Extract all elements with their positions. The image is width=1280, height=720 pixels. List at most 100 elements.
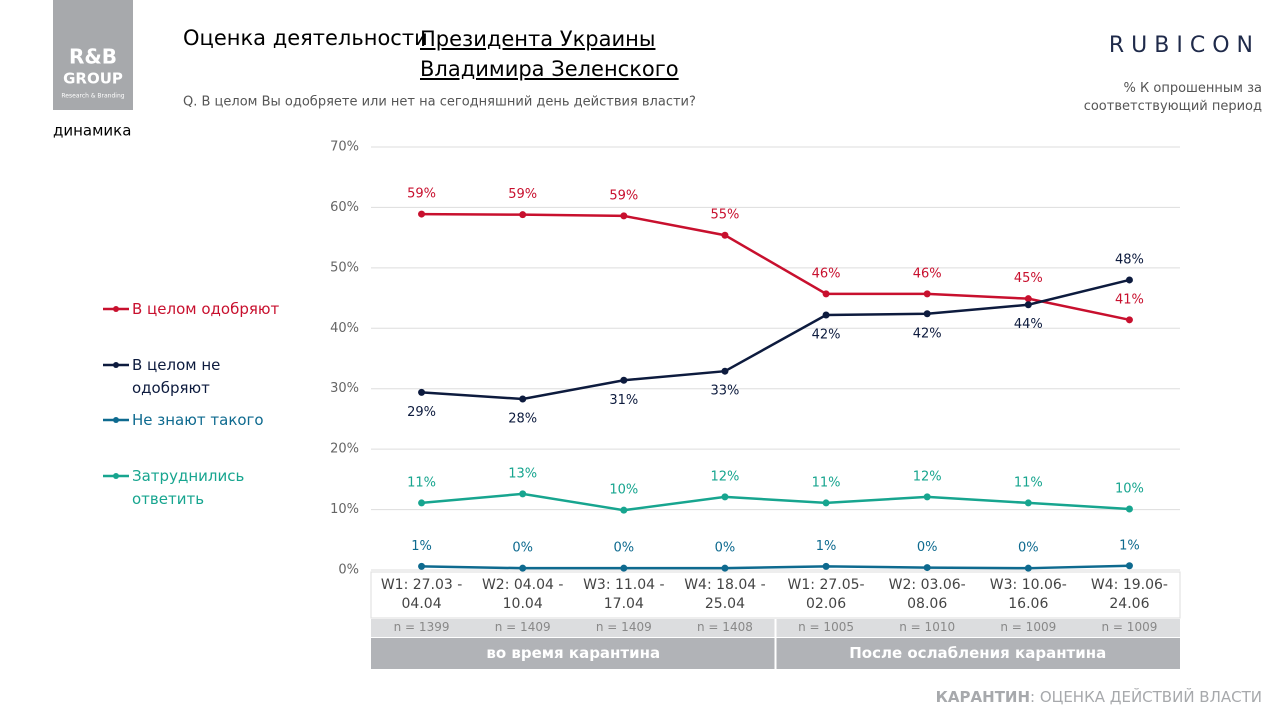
value-label: 0% [512,541,533,556]
y-tick-label: 70% [330,140,359,155]
sample-size: n = 1409 [595,620,652,634]
value-label: 11% [407,475,436,490]
y-tick-label: 0% [338,563,359,578]
point [418,562,426,570]
x-tick-label: W4: 18.04 - 25.04 [684,577,766,612]
value-label: 48% [1115,252,1144,267]
point [1125,562,1133,570]
legend-label: В целом одобряют [132,300,280,318]
x-tick-label: W3: 10.06-16.06 [989,577,1067,612]
value-label: 11% [1014,475,1043,490]
series-line [421,212,1130,322]
logo-box [53,0,133,110]
sample-size: n = 1409 [494,620,551,634]
x-tick-label: W4: 19.06-24.06 [1090,577,1168,612]
logo-text: R&B [69,45,117,69]
value-label: 10% [1115,481,1144,496]
value-label: 12% [710,469,739,484]
y-tick-label: 50% [330,260,359,275]
x-tick-label: W1: 27.03 - 04.04 [380,577,463,612]
section: динамика [53,122,131,140]
value-label: 0% [917,540,938,555]
point [418,210,426,218]
footer-topic: КАРАНТИН [935,688,1031,706]
point [1024,499,1032,507]
group-label: во время карантина [486,644,661,662]
y-tick-label: 20% [330,442,359,457]
value-label: 55% [710,208,739,223]
y-tick-label: 30% [330,381,359,396]
legend-swatch [113,417,119,423]
question: Q. В целом Вы одобряете или нет на сегод… [183,95,696,110]
value-label: 13% [508,466,537,481]
point [822,311,830,319]
value-label: 1% [411,539,432,554]
title: Оценка деятельности [183,26,428,50]
point [923,290,931,298]
value-label: 10% [609,483,638,498]
y-tick-label: 10% [330,502,359,517]
series-line [421,278,1130,401]
value-label: 59% [508,187,537,202]
value-label: 29% [407,405,436,420]
legend-label: Не знают такого [132,411,264,429]
point [1125,276,1133,284]
value-label: 31% [609,393,638,408]
legend-label: В целом не одобряют [132,356,221,397]
point [620,506,628,514]
value-label: 45% [1014,271,1043,286]
point [822,562,830,570]
legend-swatch [113,473,119,479]
point [620,212,628,220]
sample-size: n = 1009 [1000,620,1057,634]
series-line [421,492,1130,512]
value-label: 1% [1119,538,1140,553]
x-tick-label: W2: 03.06-08.06 [888,577,966,612]
point [822,499,830,507]
point [822,290,830,298]
logo-text: Research & Branding [61,93,124,100]
sample-size: n = 1010 [899,620,956,634]
value-label: 0% [715,541,736,556]
value-label: 59% [407,187,436,202]
y-tick-label: 60% [330,200,359,215]
point [519,490,527,498]
value-label: 1% [816,539,837,554]
value-label: 41% [1115,292,1144,307]
x-tick-label: W2: 04.04 - 10.04 [481,577,564,612]
point [721,564,729,572]
point [1024,295,1032,303]
point [620,564,628,572]
value-label: 42% [812,327,841,342]
point [1024,564,1032,572]
value-label: 33% [710,384,739,399]
logo-text: GROUP [63,70,123,88]
point [721,231,729,239]
value-label: 11% [812,475,841,490]
note: % К опрошенным за соответствующий период [1083,81,1262,114]
point [923,493,931,501]
value-label: 28% [508,411,537,426]
value-label: 12% [913,469,942,484]
legend-swatch [113,306,119,312]
value-label: 46% [812,266,841,281]
footer-subtitle: : ОЦЕНКА ДЕЙСТВИЙ ВЛАСТИ [1030,688,1262,706]
point [519,564,527,572]
group-label: После ослабления карантина [849,644,1107,662]
y-tick-label: 40% [330,321,359,336]
point [1125,316,1133,324]
point [620,376,628,384]
value-label: 0% [1018,541,1039,556]
point [923,564,931,572]
table-row [370,571,1181,619]
title-emphasis: Президента Украины Владимира Зеленского [420,27,679,81]
point [519,395,527,403]
point [923,310,931,318]
legend-swatch [113,362,119,368]
point [519,211,527,219]
value-label: 46% [913,266,942,281]
point [721,493,729,501]
sample-size: n = 1399 [393,620,450,634]
sample-size: n = 1009 [1101,620,1158,634]
